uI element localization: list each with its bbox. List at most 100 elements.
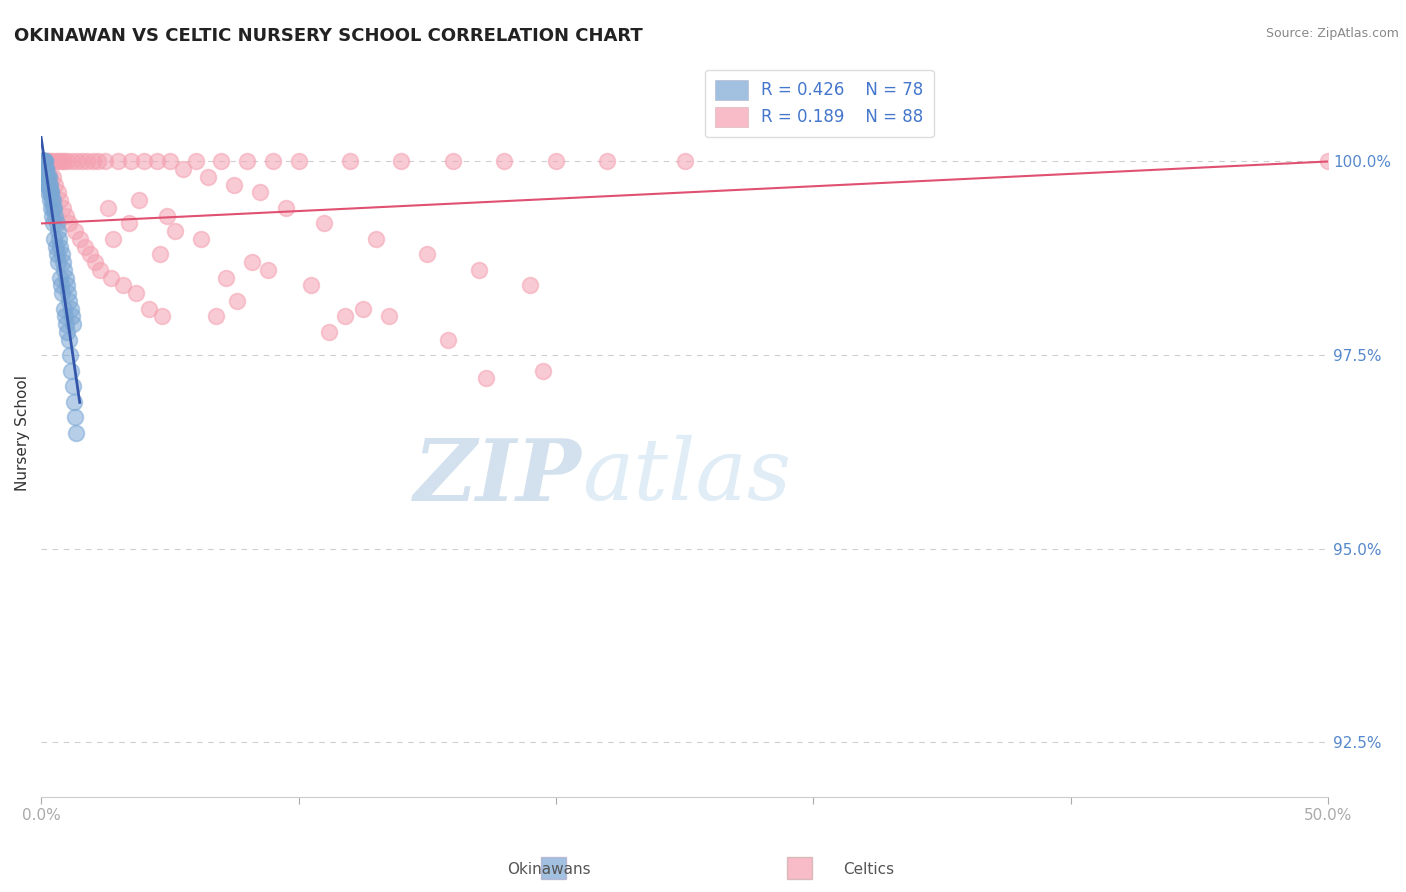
- Point: [299, 278, 322, 293]
- Point: [38, 186, 60, 200]
- Point: [46, 186, 69, 200]
- Point: [531, 364, 554, 378]
- Point: [60, 154, 83, 169]
- Point: [494, 154, 516, 169]
- Point: [107, 154, 129, 169]
- Point: [41, 193, 63, 207]
- Point: [60, 310, 83, 324]
- Point: [35, 178, 58, 192]
- Point: [475, 371, 498, 385]
- Point: [41, 154, 63, 169]
- Point: [51, 247, 73, 261]
- Point: [32, 154, 55, 169]
- Point: [31, 154, 53, 169]
- Point: [31, 154, 53, 169]
- Point: [48, 255, 70, 269]
- Point: [35, 169, 58, 184]
- Point: [172, 162, 194, 177]
- Point: [52, 301, 75, 316]
- Point: [97, 201, 120, 215]
- Point: [32, 154, 55, 169]
- Point: [41, 186, 63, 200]
- Point: [117, 217, 139, 231]
- Point: [52, 201, 75, 215]
- Point: [62, 317, 84, 331]
- Point: [44, 209, 66, 223]
- Point: [163, 224, 186, 238]
- Point: [31, 154, 53, 169]
- Point: [32, 162, 55, 177]
- Point: [236, 154, 259, 169]
- Point: [37, 186, 59, 200]
- Point: [46, 224, 69, 238]
- Point: [138, 301, 160, 316]
- Point: [39, 186, 62, 200]
- Point: [94, 154, 117, 169]
- Point: [441, 154, 464, 169]
- Point: [48, 232, 70, 246]
- Point: [34, 162, 56, 177]
- Point: [416, 247, 439, 261]
- Point: [41, 169, 63, 184]
- Point: [53, 263, 76, 277]
- Point: [60, 364, 83, 378]
- Point: [32, 154, 55, 169]
- Text: OKINAWAN VS CELTIC NURSERY SCHOOL CORRELATION CHART: OKINAWAN VS CELTIC NURSERY SCHOOL CORREL…: [14, 27, 643, 45]
- Point: [49, 193, 72, 207]
- Point: [215, 270, 238, 285]
- Point: [240, 255, 263, 269]
- Point: [437, 333, 460, 347]
- Point: [42, 217, 65, 231]
- Point: [49, 240, 72, 254]
- Point: [339, 154, 361, 169]
- Point: [34, 162, 56, 177]
- Y-axis label: Nursery School: Nursery School: [15, 375, 30, 491]
- Point: [262, 154, 284, 169]
- Point: [148, 247, 170, 261]
- Point: [103, 232, 125, 246]
- Point: [35, 169, 58, 184]
- Point: [184, 154, 207, 169]
- Point: [55, 270, 77, 285]
- Point: [34, 154, 56, 169]
- FancyBboxPatch shape: [541, 857, 565, 879]
- Point: [35, 162, 58, 177]
- Point: [65, 425, 87, 440]
- Point: [41, 193, 63, 207]
- Point: [58, 217, 80, 231]
- Point: [37, 178, 59, 192]
- Point: [38, 178, 60, 192]
- Point: [37, 178, 59, 192]
- Point: [51, 154, 73, 169]
- Point: [364, 232, 387, 246]
- Point: [209, 154, 232, 169]
- Point: [46, 247, 69, 261]
- Point: [59, 301, 82, 316]
- Point: [225, 293, 247, 308]
- Point: [391, 154, 413, 169]
- Point: [150, 310, 173, 324]
- Point: [112, 278, 135, 293]
- Point: [69, 232, 91, 246]
- Point: [87, 154, 110, 169]
- Point: [32, 154, 55, 169]
- Point: [100, 270, 122, 285]
- Point: [51, 286, 73, 301]
- Point: [58, 293, 80, 308]
- Point: [39, 201, 62, 215]
- Point: [48, 154, 70, 169]
- Point: [89, 263, 111, 277]
- Point: [1317, 154, 1340, 169]
- Point: [32, 154, 55, 169]
- Point: [128, 193, 150, 207]
- Point: [38, 169, 60, 184]
- Point: [56, 154, 79, 169]
- Point: [314, 217, 336, 231]
- Point: [34, 154, 56, 169]
- Point: [190, 232, 212, 246]
- Point: [377, 310, 399, 324]
- Point: [35, 162, 58, 177]
- Point: [39, 193, 62, 207]
- Point: [37, 169, 59, 184]
- Point: [156, 209, 179, 223]
